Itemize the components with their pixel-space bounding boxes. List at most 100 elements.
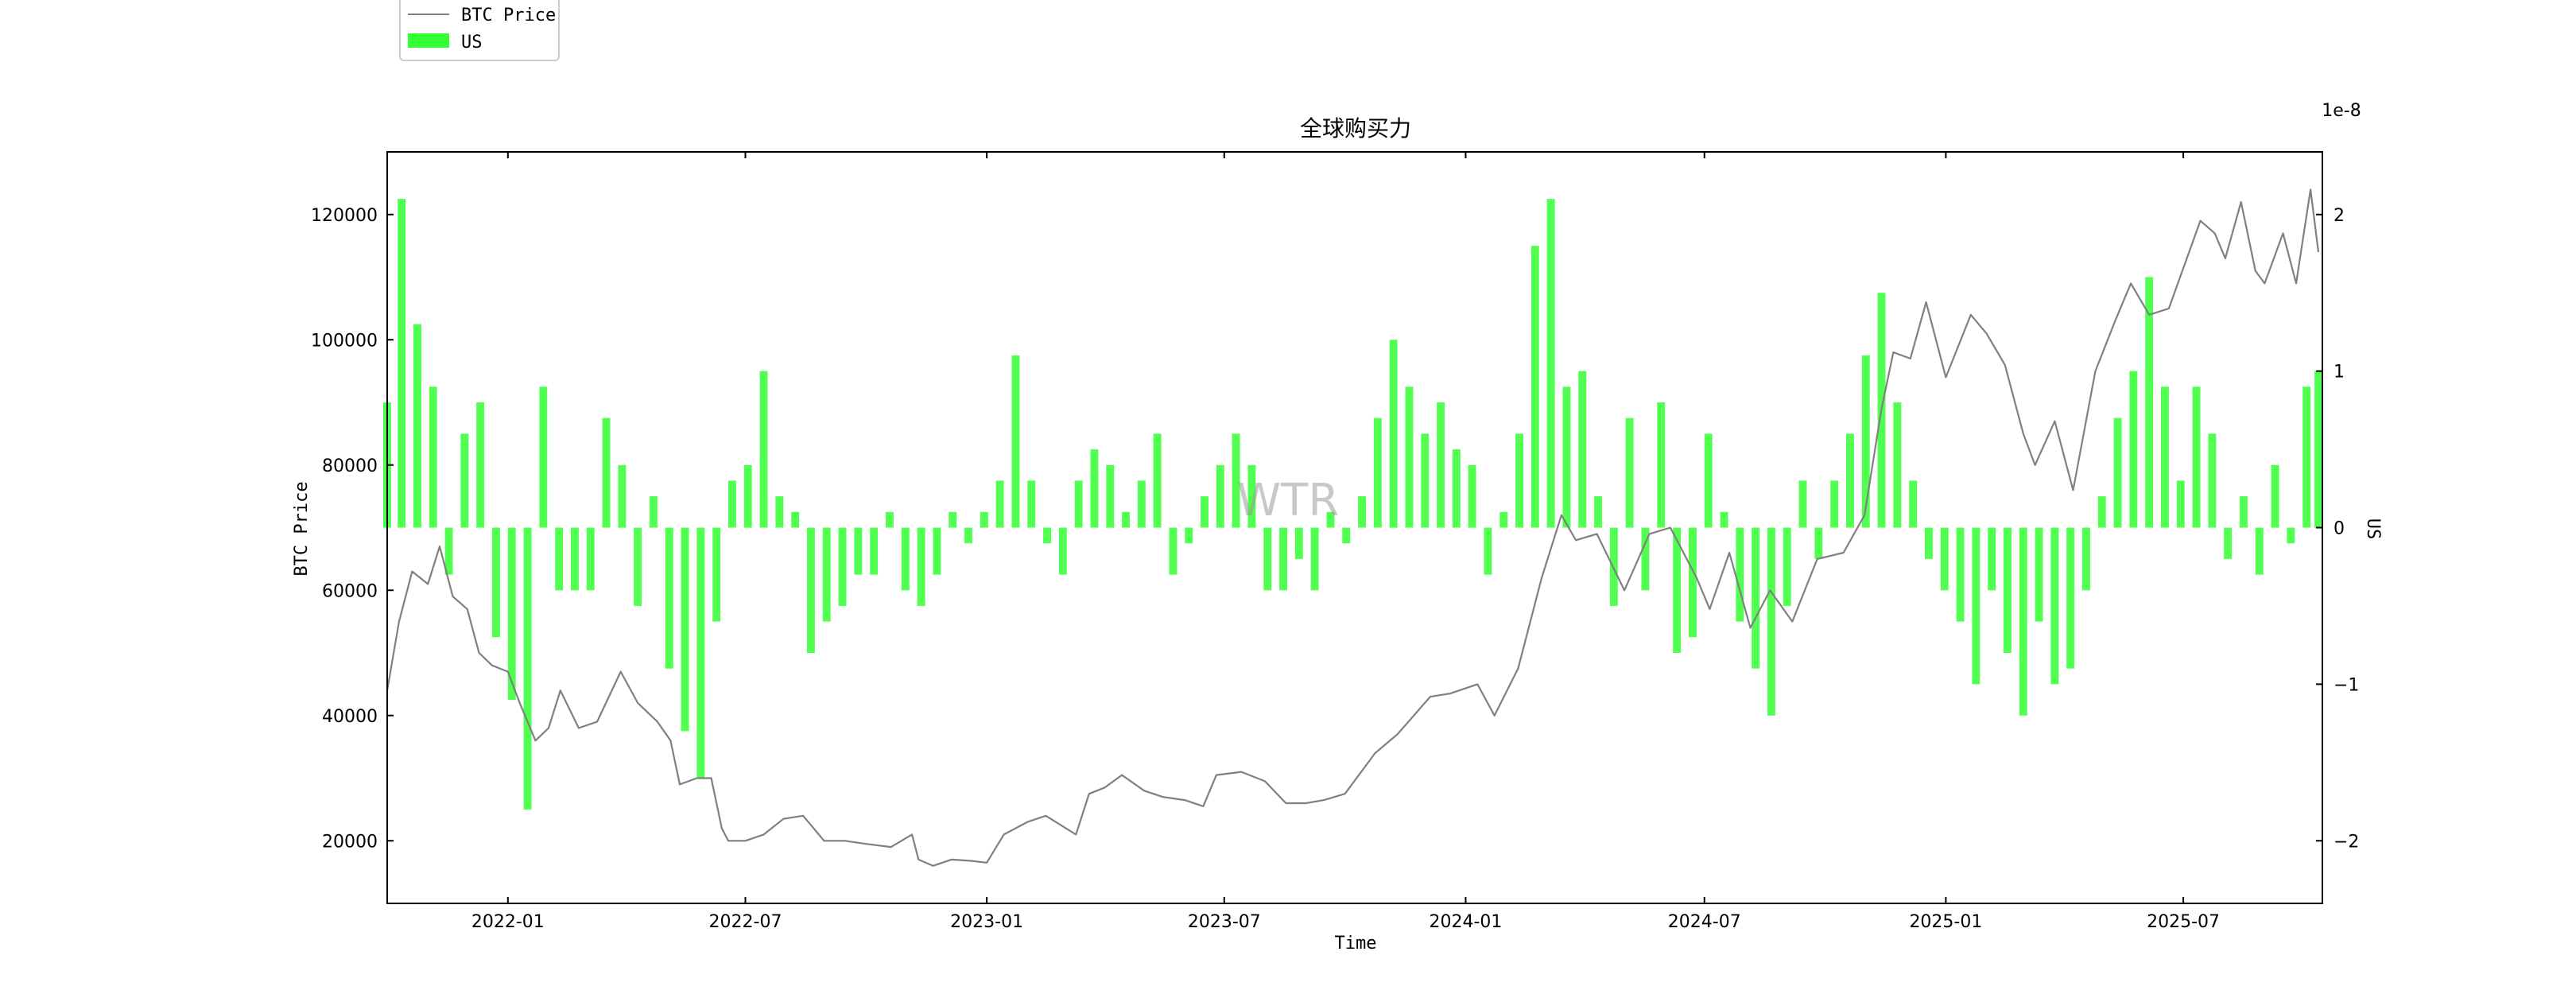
plot-frame [386, 151, 2323, 904]
us-bar [665, 527, 673, 669]
us-bar [1043, 527, 1051, 544]
us-bar [507, 527, 516, 701]
us-bar [759, 371, 768, 528]
us-bar [696, 527, 705, 779]
us-bar [2035, 527, 2043, 622]
us-bar [1421, 433, 1430, 528]
btc-price-line [386, 188, 2320, 867]
us-bar [413, 324, 421, 528]
us-bar [791, 511, 800, 528]
us-bar [1767, 527, 1775, 716]
us-bar [1358, 496, 1366, 528]
us-bar [2050, 527, 2059, 685]
x-tick-label: 2022-07 [709, 912, 782, 932]
y-right-tick-label: 0 [2334, 519, 2345, 539]
us-bar [1090, 449, 1099, 528]
x-tick-label: 2024-07 [1668, 912, 1741, 932]
us-bar [444, 527, 453, 575]
us-bar [1736, 527, 1744, 622]
us-bar [838, 527, 847, 606]
us-bar [1137, 480, 1146, 528]
us-bar [854, 527, 863, 575]
us-bar [1484, 527, 1492, 575]
us-bar [886, 511, 894, 528]
us-bar [1988, 527, 1996, 591]
us-bar [1468, 464, 1476, 528]
us-bar [460, 433, 469, 528]
us-bar [1641, 527, 1650, 591]
us-bar [1940, 527, 1949, 591]
x-tick-label: 2023-07 [1188, 912, 1261, 932]
us-bar [2145, 277, 2154, 528]
us-bar [1326, 511, 1335, 528]
y-left-tick-label: 120000 [311, 206, 378, 226]
axis-ticks: 2022-01 2022-07 2023-01 2023-07 2024-01 2024-… [311, 152, 2359, 932]
us-bar [2066, 527, 2075, 669]
us-bar [1814, 527, 1823, 559]
us-bar [1704, 433, 1713, 528]
us-bar [2208, 433, 2217, 528]
us-bar [618, 464, 627, 528]
us-bar [2255, 527, 2264, 575]
us-bar [1011, 355, 1020, 528]
us-bar [1546, 199, 1555, 528]
us-bar [933, 527, 941, 575]
watermark: WTR [1237, 475, 1340, 526]
us-bar [743, 464, 752, 528]
us-bar [1783, 527, 1791, 606]
y-left-tick-label: 20000 [322, 832, 378, 852]
x-tick-label: 2023-01 [950, 912, 1023, 932]
y-right-tick-label: 2 [2334, 206, 2345, 226]
y-left-tick-label: 80000 [322, 456, 378, 476]
us-bar [634, 527, 642, 606]
us-bar [1956, 527, 1965, 622]
us-bar [1122, 511, 1130, 528]
us-bar [870, 527, 879, 575]
us-bar [2224, 527, 2233, 559]
us-bar [2302, 386, 2311, 528]
us-bar [2082, 527, 2090, 591]
us-bar [1216, 464, 1224, 528]
x-tick-label: 2025-07 [2147, 912, 2220, 932]
us-bar [2192, 386, 2201, 528]
us-bar [2314, 371, 2322, 528]
us-bar [728, 480, 736, 528]
us-bar [1169, 527, 1177, 575]
us-bar [1310, 527, 1319, 591]
y-right-tick-label: 1 [2334, 363, 2345, 383]
x-tick-label: 2024-01 [1429, 912, 1502, 932]
us-bar [2176, 480, 2185, 528]
us-bar [1389, 340, 1398, 528]
us-bar [2129, 371, 2138, 528]
us-bar [2240, 496, 2248, 528]
us-bar [917, 527, 925, 606]
us-bar [1909, 480, 1918, 528]
y-right-tick-label: −1 [2334, 675, 2359, 695]
right-axis-offset-text: 1e-8 [2322, 101, 2361, 121]
us-bar [1972, 527, 1980, 685]
y-left-tick-label: 40000 [322, 707, 378, 727]
us-bar [1452, 449, 1461, 528]
us-bars [383, 199, 2322, 810]
us-bar [523, 527, 532, 810]
us-bar [1185, 527, 1193, 544]
legend: BTC Price US [399, 0, 560, 61]
us-bar [964, 527, 972, 544]
us-bar [1027, 480, 1036, 528]
us-bar [1893, 402, 1902, 528]
x-tick-label: 2025-01 [1909, 912, 1982, 932]
us-bar [2019, 527, 2027, 716]
us-bar [1499, 511, 1508, 528]
us-bar [681, 527, 689, 732]
us-bar [1562, 386, 1571, 528]
us-bar [539, 386, 548, 528]
us-bar [1153, 433, 1162, 528]
chart-title: 全球购买力 [1300, 115, 1411, 142]
us-bar [1294, 527, 1303, 559]
x-axis-label: Time [1335, 934, 1377, 953]
us-bar [586, 527, 595, 591]
us-bar [2271, 464, 2279, 528]
us-bar [1594, 496, 1602, 528]
us-bar [1058, 527, 1067, 575]
us-bar [1530, 246, 1539, 528]
